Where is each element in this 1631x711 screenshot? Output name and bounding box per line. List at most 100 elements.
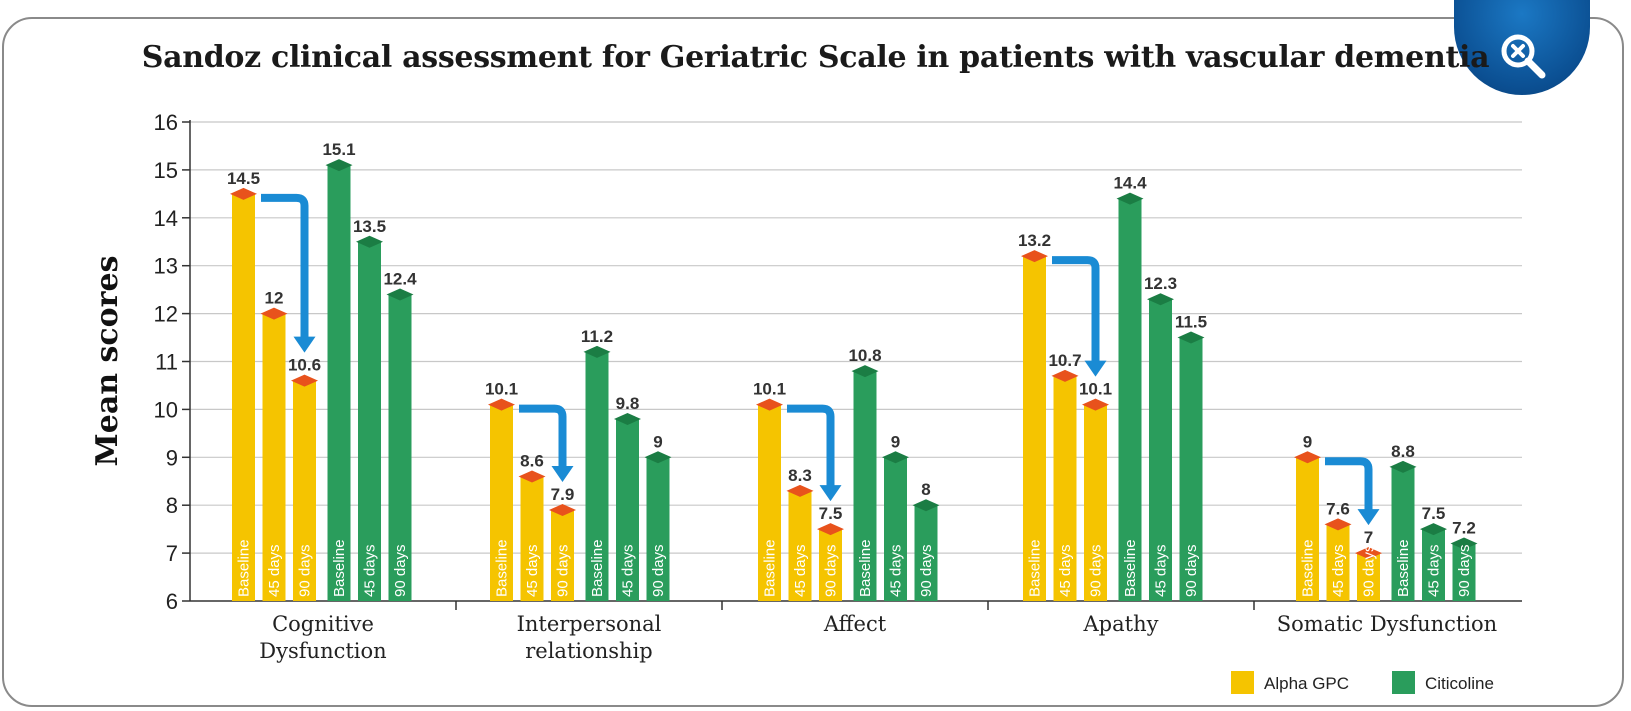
alpha-bar: [788, 490, 812, 601]
alpha-bar-cap: [1021, 250, 1048, 263]
alpha-bar-cap: [230, 187, 257, 200]
alpha-legend-swatch: [1231, 671, 1254, 694]
timepoint-label: Baseline: [1027, 539, 1044, 597]
alpha-bar-cap: [1082, 398, 1109, 411]
data-label: 8.6: [520, 451, 544, 470]
citi-bar: [327, 165, 351, 602]
citi-bar: [1179, 337, 1203, 601]
alpha-bar-cap: [1051, 369, 1079, 382]
y-tick-label: 15: [154, 158, 178, 183]
timepoint-label: 45 days: [792, 544, 809, 597]
data-label: 10.6: [288, 356, 321, 375]
citi-bar-cap: [1147, 293, 1174, 306]
y-tick-label: 10: [154, 397, 178, 422]
data-label: 14.4: [1113, 174, 1147, 193]
alpha-bar-cap: [518, 470, 546, 483]
decrease-arrow: [787, 404, 835, 488]
alpha-bar: [1053, 375, 1077, 601]
timepoint-label: 90 days: [392, 544, 409, 597]
citi-bar: [585, 351, 609, 601]
timepoint-label: Baseline: [1395, 539, 1412, 597]
data-label: 10.1: [485, 380, 518, 399]
citi-bar: [884, 457, 907, 601]
timepoint-label: 90 days: [1088, 544, 1105, 597]
citi-bar: [358, 241, 381, 601]
decrease-arrowhead: [551, 465, 574, 482]
timepoint-label: Baseline: [762, 539, 779, 597]
timepoint-label: 45 days: [620, 544, 637, 597]
timepoint-label: 90 days: [1361, 544, 1378, 597]
data-label: 13.2: [1018, 231, 1051, 250]
citi-bar-cap: [583, 345, 611, 358]
category-label: Affect: [823, 612, 887, 636]
alpha-bar: [262, 313, 286, 601]
category-label: relationship: [525, 639, 653, 663]
timepoint-label: 45 days: [1426, 544, 1443, 597]
data-label: 7.5: [1422, 504, 1446, 523]
data-label: 9: [1303, 432, 1312, 451]
citi-bar-cap: [325, 159, 353, 172]
data-label: 12.4: [383, 269, 417, 288]
category-label: Interpersonal: [517, 612, 662, 636]
decrease-arrowhead: [1084, 360, 1107, 377]
decrease-arrow: [261, 193, 309, 339]
alpha-bar: [1326, 524, 1350, 601]
citi-bar-cap: [1420, 523, 1447, 536]
alpha-bar: [490, 404, 513, 601]
citi-bar-cap: [1116, 192, 1144, 205]
citi-bar: [1422, 529, 1445, 601]
data-label: 7.9: [551, 485, 575, 504]
decrease-arrow: [1325, 457, 1373, 512]
timepoint-label: Baseline: [236, 539, 253, 597]
citi-bar-cap: [356, 235, 383, 248]
data-label: 10.7: [1048, 351, 1081, 370]
alpha-bar-cap: [549, 503, 576, 516]
citi-bar-cap: [644, 451, 672, 464]
category-label: Somatic Dysfunction: [1277, 612, 1497, 636]
data-label: 10.1: [1079, 380, 1112, 399]
decrease-arrowhead: [1357, 509, 1380, 526]
alpha-bar-cap: [1355, 547, 1382, 560]
y-tick-label: 9: [166, 445, 178, 470]
alpha-bar-cap: [291, 374, 318, 387]
timepoint-label: 90 days: [918, 544, 935, 597]
citi-bar-cap: [912, 499, 940, 512]
data-label: 10.8: [848, 346, 881, 365]
category-label: Dysfunction: [259, 639, 386, 663]
data-label: 7.5: [819, 504, 843, 523]
alpha-bar: [819, 529, 842, 601]
alpha-bar: [1023, 256, 1046, 601]
data-label: 8: [921, 480, 930, 499]
alpha-bar-cap: [260, 307, 288, 320]
decrease-arrow: [1052, 256, 1100, 363]
data-label: 8.8: [1391, 442, 1415, 461]
timepoint-label: 90 days: [1456, 544, 1473, 597]
citi-bar: [1149, 299, 1172, 601]
data-label: 11.2: [581, 327, 613, 346]
category-label: Cognitive: [272, 612, 374, 636]
alpha-bar: [758, 404, 781, 601]
data-label: 12: [265, 289, 284, 308]
timepoint-label: 90 days: [297, 544, 314, 597]
data-label: 14.5: [227, 169, 260, 188]
alpha-bar-cap: [756, 398, 783, 411]
data-label: 9: [653, 432, 662, 451]
data-label: 11.5: [1175, 313, 1207, 332]
citi-bar: [1452, 543, 1476, 601]
alpha-bar: [551, 509, 574, 601]
alpha-bar: [1357, 553, 1380, 601]
citi-bar-cap: [614, 412, 641, 425]
y-tick-label: 12: [154, 302, 178, 327]
timepoint-label: Baseline: [494, 539, 511, 597]
timepoint-label: Baseline: [857, 539, 874, 597]
y-tick-label: 8: [166, 493, 178, 518]
timepoint-label: Baseline: [589, 539, 606, 597]
alpha-bar-cap: [786, 484, 814, 497]
decrease-arrowhead: [293, 336, 316, 353]
citi-bar-cap: [386, 288, 414, 301]
zoom-out-magnifier-icon: [1501, 34, 1546, 79]
alpha-bar-cap: [1294, 451, 1321, 464]
citi-bar-cap: [1450, 537, 1478, 550]
citi-bar: [853, 371, 877, 601]
